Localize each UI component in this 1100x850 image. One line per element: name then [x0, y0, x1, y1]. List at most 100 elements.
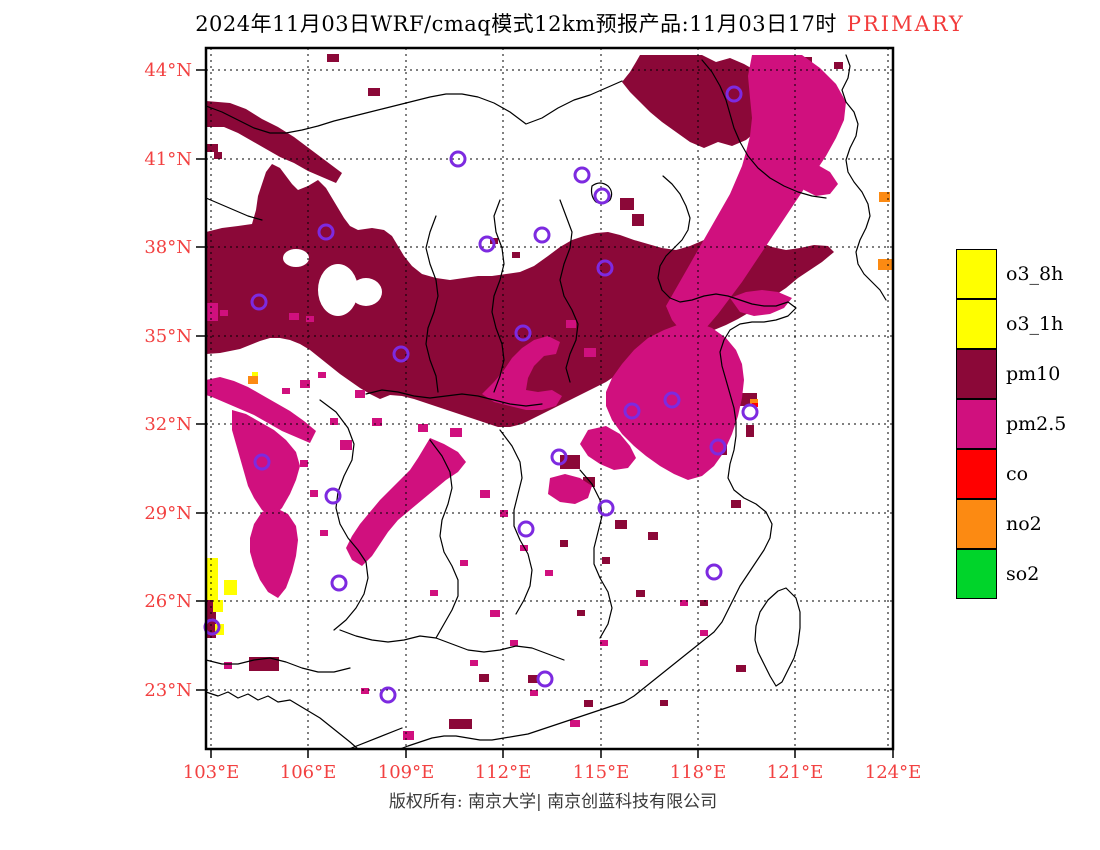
x-tick-label: 121°E: [767, 762, 824, 783]
pm25-scatter: [224, 662, 232, 669]
pm25-shaanxi-blob: [232, 410, 300, 518]
pm10-scatter: [214, 152, 222, 159]
city-marker: [550, 448, 568, 466]
o3-patches: [224, 580, 237, 595]
city-marker-layer: [203, 85, 759, 704]
latlon-grid-layer: [206, 48, 893, 749]
pm25-scatter: [570, 720, 580, 727]
pm10-scatter: [368, 88, 380, 96]
province-border-jiangxi: [579, 469, 613, 639]
pm25-scatter: [584, 348, 596, 357]
city-marker: [709, 438, 727, 456]
city-marker: [478, 235, 496, 253]
pm25-scatter: [680, 600, 688, 606]
pm25-east-lobe: [796, 160, 838, 196]
province-border-nanling: [339, 629, 565, 661]
pm10-scatter: [560, 540, 568, 547]
axis-tick-layer: 103°E 106°E 109°E 112°E 115°E 118°E 121°E 124°E…: [144, 60, 921, 783]
title-highlight: PRIMARY: [846, 12, 965, 36]
legend-swatch-so2: [956, 549, 997, 599]
pm25-scatter: [220, 310, 228, 316]
pm25-scatter: [430, 590, 438, 596]
pm25-scatter: [306, 316, 314, 322]
province-border-shanxi-west: [425, 215, 439, 393]
pm25-scatter: [460, 560, 468, 566]
y-tick-label: 44°N: [144, 60, 192, 81]
pm25-scatter: [500, 510, 508, 517]
pm25-scatter: [340, 440, 352, 450]
pm25-scatter: [700, 630, 708, 636]
city-marker: [514, 324, 532, 342]
pm10-scatter: [736, 665, 746, 672]
pm10-scatter: [577, 610, 585, 616]
pm25-scatter: [310, 490, 318, 497]
legend-swatch-co: [956, 449, 997, 499]
legend-label-co: co: [1006, 463, 1029, 485]
legend-row-o3-8h: o3_8h: [956, 249, 1066, 299]
legend-label-no2: no2: [1006, 513, 1042, 535]
pm10-scatter: [746, 425, 754, 437]
pm10-scatter: [615, 520, 627, 529]
legend-row-no2: no2: [956, 499, 1066, 549]
pollutant-region-layer: [206, 54, 893, 740]
legend-row-o3-1h: o3_1h: [956, 299, 1066, 349]
legend-swatch-pm10: [956, 349, 997, 399]
y-tick-label: 38°N: [144, 237, 192, 258]
map-frame: [204, 46, 895, 751]
pm25-hunan-band: [346, 438, 466, 566]
x-tick-label: 115°E: [573, 762, 630, 783]
legend-label-so2: so2: [1006, 563, 1040, 585]
mongolia-border-line: [205, 80, 623, 134]
pm10-scatter: [583, 477, 595, 487]
pm25-scatter: [403, 731, 414, 740]
pm25-jiangsu-west: [580, 426, 636, 470]
pm10-scatter: [700, 600, 708, 606]
pm25-scatter: [470, 660, 478, 666]
pm10-scatter: [238, 253, 249, 266]
city-marker: [623, 402, 641, 420]
y-tick-label: 41°N: [144, 149, 192, 170]
pm25-hubei-blob: [548, 474, 592, 504]
beijing-border-loop: [590, 182, 613, 205]
o3-patches: [206, 558, 218, 600]
pm25-shandong-lobe: [730, 290, 792, 316]
legend-row-pm10: pm10: [956, 349, 1066, 399]
city-marker: [317, 223, 335, 241]
x-tick-label: 109°E: [378, 762, 435, 783]
x-tick-label: 103°E: [183, 762, 240, 783]
legend-swatch-no2: [956, 499, 997, 549]
no2-patches: [879, 192, 890, 202]
province-border-shanxi-east: [491, 199, 505, 393]
x-tick-label: 118°E: [670, 762, 727, 783]
pm10-main-mass: [206, 164, 834, 427]
pm25-scatter: [361, 688, 369, 694]
y-tick-label: 26°N: [144, 591, 192, 612]
province-border-sichuan: [319, 399, 369, 631]
pm10-scatter: [206, 144, 218, 152]
pm25-scatter: [600, 640, 608, 646]
city-marker: [253, 453, 271, 471]
city-marker: [573, 166, 591, 184]
pm25-scatter: [545, 570, 553, 576]
pm25-henan-hook: [482, 336, 562, 410]
pm25-scatter: [320, 530, 328, 536]
pm25-scatter: [282, 388, 290, 394]
pm25-scatter: [330, 418, 338, 425]
pm25-scatter: [566, 320, 576, 328]
vietnam-coastline: [205, 691, 403, 750]
pm10-scatter: [636, 590, 645, 597]
map-title: 2024年11月03日WRF/cmaq模式12km预报产品:11月03日17时 P…: [170, 8, 990, 38]
pm10-northeast-blob: [622, 55, 786, 148]
legend-row-co: co: [956, 449, 1066, 499]
o3-patches: [213, 600, 223, 612]
copyright-text: 版权所有: 南京大学| 南京创蓝科技有限公司: [388, 792, 718, 812]
white-holes: [283, 249, 309, 267]
pm25-scatter: [450, 428, 462, 437]
y-tick-label: 35°N: [144, 326, 192, 347]
province-border-yunnan: [205, 657, 351, 673]
y-tick-label: 23°N: [144, 680, 192, 701]
y-tick-label: 29°N: [144, 503, 192, 524]
city-marker: [705, 563, 723, 581]
o3-patches: [252, 372, 258, 377]
